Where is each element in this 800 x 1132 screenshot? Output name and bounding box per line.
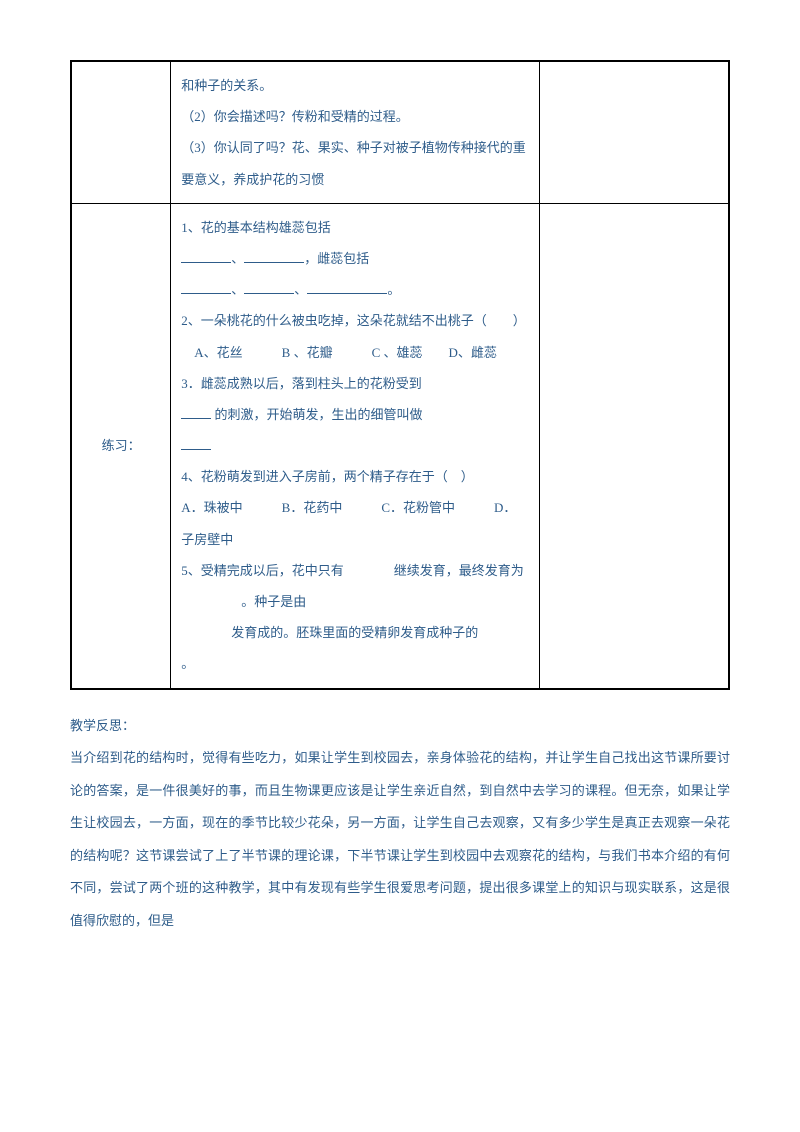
q-text: 。 — [181, 656, 194, 671]
q-text: ，雌蕊包括 — [304, 251, 369, 266]
q-text: 。种子是由 — [241, 594, 306, 609]
cell-notes — [540, 61, 729, 203]
question-2: 2、一朵桃花的什么被虫吃掉，这朵花就结不出桃子（ ） — [181, 305, 529, 336]
blank-field[interactable] — [181, 278, 231, 294]
content-line: （2）你会描述吗？传粉和受精的过程。 — [181, 101, 529, 132]
cell-content: 和种子的关系。 （2）你会描述吗？传粉和受精的过程。 （3）你认同了吗？花、果实… — [171, 61, 540, 203]
blank-field[interactable] — [181, 403, 211, 419]
table-row: 和种子的关系。 （2）你会描述吗？传粉和受精的过程。 （3）你认同了吗？花、果实… — [71, 61, 729, 203]
blank-field[interactable] — [181, 247, 231, 263]
content-line: 和种子的关系。 — [181, 70, 529, 101]
q-text: 1、花的基本结构雄蕊包括 — [181, 220, 331, 235]
reflection-body: 当介绍到花的结构时，觉得有些吃力，如果让学生到校园去，亲身体验花的结构，并让学生… — [70, 742, 730, 937]
q-text: 、 — [231, 282, 244, 297]
cell-notes — [540, 203, 729, 688]
question-3: 3．雌蕊成熟以后，落到柱头上的花粉受到 的刺激，开始萌发，生出的细管叫做 — [181, 368, 529, 462]
question-4-options: A．珠被中 B．花药中 C．花粉管中 D．子房壁中 — [181, 492, 529, 554]
q-text: 的刺激，开始萌发，生出的细管叫做 — [211, 407, 422, 422]
q-text: 。 — [387, 282, 400, 297]
question-4: 4、花粉萌发到进入子房前，两个精子存在于（ ） — [181, 461, 529, 492]
question-5: 5、受精完成以后，花中只有 继续发育，最终发育为。种子是由 发育成的。胚珠里面的受… — [181, 555, 529, 680]
q-text: 3．雌蕊成熟以后，落到柱头上的花粉受到 — [181, 376, 422, 391]
q-text: 5、受精完成以后，花中只有 — [181, 563, 344, 578]
question-2-options: A、花丝 B 、花瓣 C 、雄蕊 D、雌蕊 — [181, 337, 529, 368]
blank-field[interactable] — [244, 247, 304, 263]
q-text: 、 — [231, 251, 244, 266]
table-row: 练习： 1、花的基本结构雄蕊包括 、，雌蕊包括 、、。 2、一朵桃花的什么被虫吃… — [71, 203, 729, 688]
lesson-table: 和种子的关系。 （2）你会描述吗？传粉和受精的过程。 （3）你认同了吗？花、果实… — [70, 60, 730, 690]
cell-label: 练习： — [71, 203, 171, 688]
question-1: 1、花的基本结构雄蕊包括 、，雌蕊包括 、、。 — [181, 212, 529, 306]
reflection-title: 教学反思： — [70, 710, 730, 743]
cell-label — [71, 61, 171, 203]
blank-field[interactable] — [244, 278, 294, 294]
blank-field[interactable] — [181, 434, 211, 450]
blank-field[interactable] — [307, 278, 387, 294]
q-text: 发育成的。胚珠里面的受精卵发育成种子的 — [231, 625, 478, 640]
q-text: 、 — [294, 282, 307, 297]
content-line: （3）你认同了吗？花、果实、种子对被子植物传种接代的重要意义，养成护花的习惯 — [181, 132, 529, 194]
q-text: 继续发育，最终发育为 — [394, 563, 524, 578]
cell-content: 1、花的基本结构雄蕊包括 、，雌蕊包括 、、。 2、一朵桃花的什么被虫吃掉，这朵… — [171, 203, 540, 688]
